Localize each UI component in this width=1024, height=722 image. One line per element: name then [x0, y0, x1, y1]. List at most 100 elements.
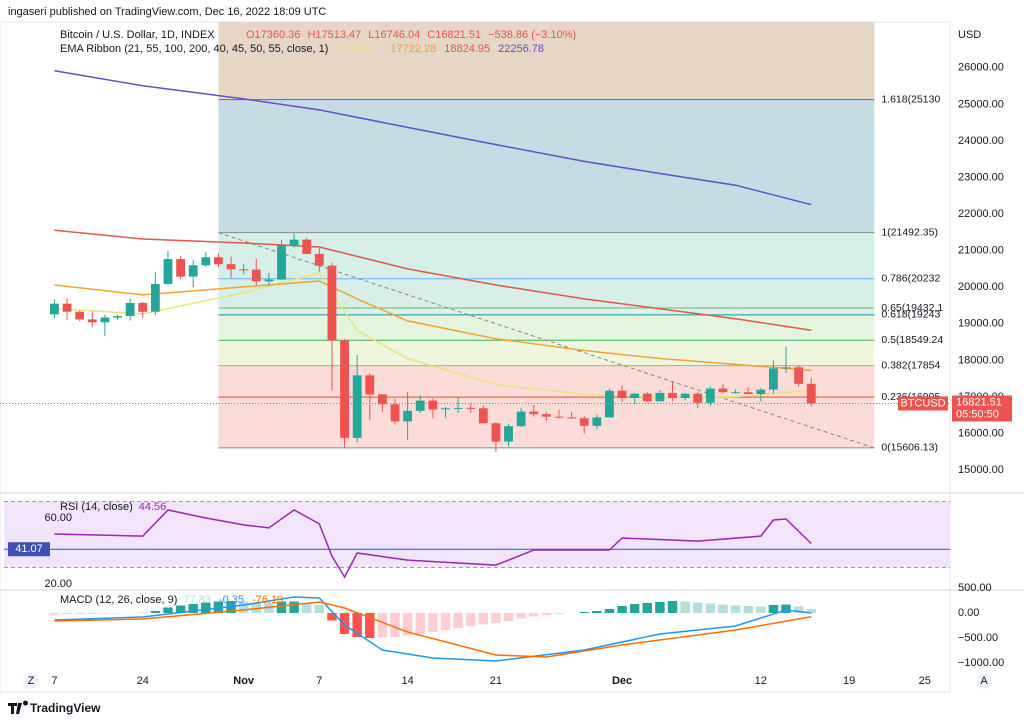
macd-histogram-bar: [402, 613, 413, 636]
symbol-tag: [898, 396, 948, 411]
macd-histogram-bar: [541, 613, 552, 615]
rsi-tick-label: 20.00: [44, 578, 72, 590]
candle-body: [781, 367, 791, 369]
candle-body: [239, 269, 249, 271]
macd-histogram-bar: [592, 611, 602, 613]
candle-body: [138, 302, 148, 312]
candle-body: [428, 400, 438, 410]
candle-body: [176, 259, 186, 277]
macd-histogram-bar: [478, 613, 489, 625]
macd-histogram-bar: [642, 603, 653, 613]
fib-label: 1(21492.35): [881, 226, 938, 238]
macd-histogram-bar: [301, 603, 312, 613]
macd-histogram-bar: [793, 606, 804, 613]
zoom-button-label[interactable]: Z: [28, 675, 35, 687]
price-tick-label: 20000.00: [958, 281, 1004, 293]
macd-histogram-bar: [730, 605, 741, 613]
macd-histogram-bar: [743, 606, 753, 613]
brand-name: TradingView: [30, 701, 101, 715]
candle-body: [150, 283, 160, 312]
macd-histogram-bar: [377, 613, 388, 638]
price-tick-label: 24000.00: [958, 135, 1004, 147]
candle-body: [617, 390, 627, 399]
candle-body: [794, 367, 804, 384]
macd-histogram-bar: [465, 613, 476, 626]
candle-body: [541, 414, 551, 417]
time-tick-label: 25: [919, 675, 931, 687]
candle-body: [554, 416, 564, 418]
candle-body: [188, 265, 198, 277]
time-tick-label: 21: [490, 675, 502, 687]
candle-body: [403, 410, 413, 422]
macd-tick-label: 0.00: [958, 607, 979, 619]
auto-button-label[interactable]: A: [980, 675, 988, 687]
fib-label: 0(15606.13): [881, 442, 938, 454]
time-tick-label: 7: [316, 675, 322, 687]
macd-histogram-bar: [629, 604, 640, 613]
candle-body: [314, 253, 324, 266]
candle-body: [567, 417, 577, 419]
ohlc-value: O17360.36: [246, 29, 300, 41]
macd-histogram-bar: [554, 613, 564, 614]
candle-body: [277, 245, 286, 280]
ema-value: 18824.95: [444, 43, 490, 55]
time-tick-label: 19: [843, 675, 855, 687]
time-tick-label: 14: [402, 675, 414, 687]
fib-zone: [218, 397, 875, 448]
macd-histogram-bar: [756, 606, 766, 613]
candle-body: [113, 316, 122, 318]
fib-zone: [218, 340, 875, 366]
macd-histogram-bar: [175, 605, 186, 613]
ema-value: 17722.28: [390, 43, 436, 55]
symbol-tag-label: BTCUSD: [900, 397, 945, 409]
macd-histogram-bar: [781, 604, 791, 613]
candle-body: [453, 407, 463, 409]
macd-histogram-bar: [516, 613, 526, 619]
macd-histogram-bar: [617, 606, 627, 613]
fib-zone: [218, 99, 875, 233]
candle-body: [529, 411, 539, 415]
macd-title: MACD (12, 26, close, 9): [60, 594, 177, 606]
ohlc-value: H17513.47: [307, 29, 361, 41]
candle-body: [163, 259, 173, 284]
brand-logo: [8, 700, 28, 714]
candle-body: [415, 400, 425, 411]
ema-value: 17180.71: [336, 43, 382, 55]
macd-histogram-bar: [112, 613, 123, 614]
candle-body: [592, 417, 602, 426]
candle-body: [289, 239, 299, 246]
macd-histogram-bar: [150, 611, 161, 613]
candle-body: [50, 303, 59, 315]
macd-histogram-bar: [365, 613, 375, 638]
price-tick-label: 22000.00: [958, 208, 1004, 220]
candle-body: [466, 407, 476, 409]
macd-value: -76.19: [252, 594, 283, 606]
candle-body: [642, 393, 652, 402]
macd-histogram-value: 77.83: [183, 594, 211, 606]
ema-legend: EMA Ribbon (21, 55, 100, 200, 40, 45, 50…: [60, 43, 328, 55]
macd-histogram-bar: [655, 602, 665, 613]
candle-body: [605, 390, 614, 418]
candle-body: [668, 392, 677, 399]
candle-body: [302, 239, 312, 254]
macd-histogram-bar: [188, 604, 198, 613]
price-tick-label: 19000.00: [958, 318, 1004, 330]
price-tick-label: 21000.00: [958, 245, 1004, 257]
zoom-button[interactable]: [23, 673, 39, 689]
macd-histogram-bar: [352, 613, 362, 637]
candle-body: [516, 411, 526, 427]
ohlc-value: −538.86 (−3.10%): [488, 29, 576, 41]
macd-histogram-bar: [327, 613, 337, 621]
price-tick-label: 25000.00: [958, 98, 1004, 110]
fib-label: 0.786(20232: [881, 273, 940, 285]
macd-line: [54, 596, 812, 662]
macd-histogram-bar: [238, 601, 249, 613]
candle-body: [264, 279, 274, 282]
candle-body: [125, 302, 135, 317]
chart-title: Bitcoin / U.S. Dollar, 1D, INDEX: [60, 29, 215, 41]
candle-body: [62, 303, 72, 312]
macd-histogram-bar: [163, 607, 173, 613]
fib-label: 0.382(17854: [881, 359, 940, 371]
auto-button[interactable]: [976, 673, 992, 689]
candle-body: [630, 393, 640, 399]
